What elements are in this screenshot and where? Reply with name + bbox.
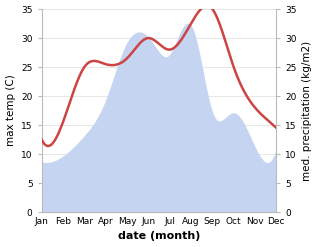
X-axis label: date (month): date (month) [118,231,200,242]
Y-axis label: max temp (C): max temp (C) [5,75,16,146]
Y-axis label: med. precipitation (kg/m2): med. precipitation (kg/m2) [302,41,313,181]
